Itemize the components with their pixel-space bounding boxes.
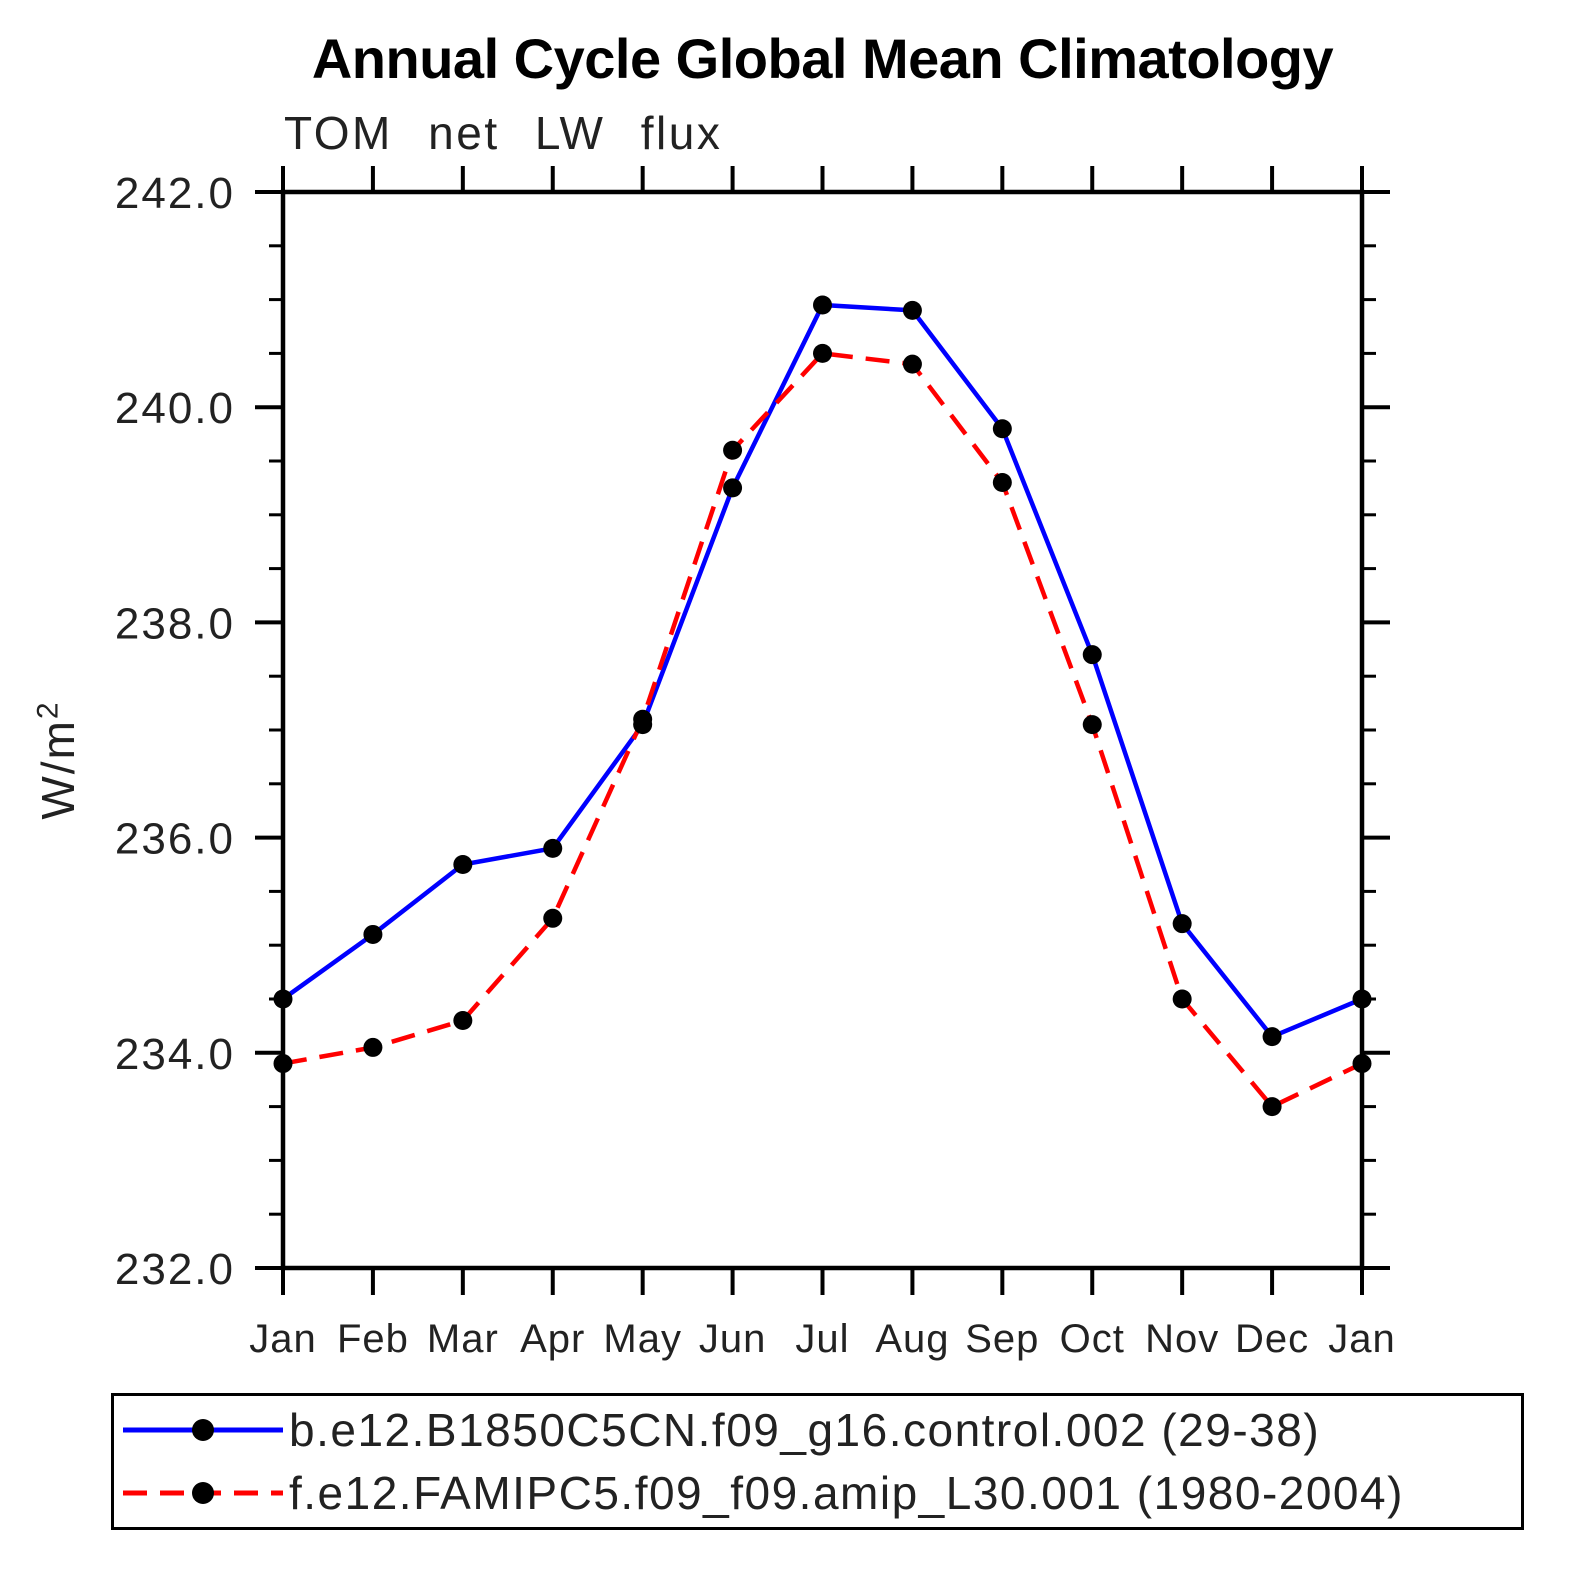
data-point	[723, 478, 743, 498]
data-point	[992, 473, 1012, 493]
data-point	[813, 343, 832, 363]
data-point	[723, 440, 743, 460]
x-tick-label: Apr	[520, 1317, 585, 1361]
data-point	[363, 924, 383, 944]
data-point	[902, 300, 922, 320]
x-tick-label: Jul	[795, 1317, 849, 1361]
legend-label: f.e12.FAMIPC5.f09_f09.amip_L30.001 (1980…	[289, 1466, 1404, 1519]
legend-item-control-run: b.e12.B1850C5CN.f09_g16.control.002 (29-…	[114, 1402, 1521, 1458]
y-tick-label: 238.0	[115, 599, 235, 648]
data-point	[633, 709, 653, 729]
legend-solid-line-marker-icon	[123, 1419, 283, 1442]
data-point	[453, 1011, 473, 1031]
data-point	[273, 989, 293, 1009]
data-point	[1262, 1097, 1282, 1117]
series-line-0	[281, 302, 1363, 1040]
data-point	[363, 1037, 383, 1057]
data-point	[1082, 715, 1102, 735]
x-tick-label: Oct	[1060, 1317, 1125, 1361]
data-point	[1352, 989, 1372, 1009]
x-tick-label: Mar	[427, 1317, 499, 1361]
x-tick-label: Sep	[965, 1317, 1039, 1361]
x-tick-label: Jan	[249, 1317, 317, 1361]
data-point	[992, 419, 1012, 439]
x-tick-label: Jan	[1328, 1317, 1396, 1361]
x-tick-label: Nov	[1145, 1317, 1219, 1361]
data-point	[543, 908, 563, 928]
legend-item-amip-run: f.e12.FAMIPC5.f09_f09.amip_L30.001 (1980…	[114, 1465, 1521, 1521]
y-tick-label: 240.0	[115, 384, 235, 433]
data-point	[902, 354, 922, 374]
data-point	[813, 295, 832, 315]
data-point	[273, 1054, 293, 1074]
y-tick-label: 236.0	[115, 815, 235, 864]
x-tick-label: Dec	[1235, 1317, 1309, 1361]
data-point	[1262, 1027, 1282, 1047]
data-point	[1172, 914, 1192, 934]
x-tick-label: Aug	[875, 1317, 949, 1361]
legend-label: b.e12.B1850C5CN.f09_g16.control.002 (29-…	[289, 1404, 1321, 1457]
y-tick-label: 242.0	[115, 169, 235, 218]
data-point	[1082, 645, 1102, 665]
series-line-1	[282, 351, 1363, 1110]
data-point	[1172, 989, 1192, 1009]
legend: b.e12.B1850C5CN.f09_g16.control.002 (29-…	[111, 1393, 1524, 1530]
x-tick-label: May	[603, 1317, 682, 1361]
data-point	[1352, 1054, 1372, 1074]
y-tick-label: 234.0	[115, 1030, 235, 1079]
chart-subtitle: TOM net LW flux	[284, 107, 723, 159]
chart-title: Annual Cycle Global Mean Climatology	[311, 27, 1334, 90]
legend-dashed-line-marker-icon	[123, 1481, 283, 1504]
data-point	[453, 855, 473, 874]
data-point	[543, 838, 563, 858]
y-tick-label: 232.0	[115, 1245, 235, 1294]
x-tick-label: Jun	[699, 1317, 767, 1361]
x-tick-label: Feb	[337, 1317, 409, 1361]
